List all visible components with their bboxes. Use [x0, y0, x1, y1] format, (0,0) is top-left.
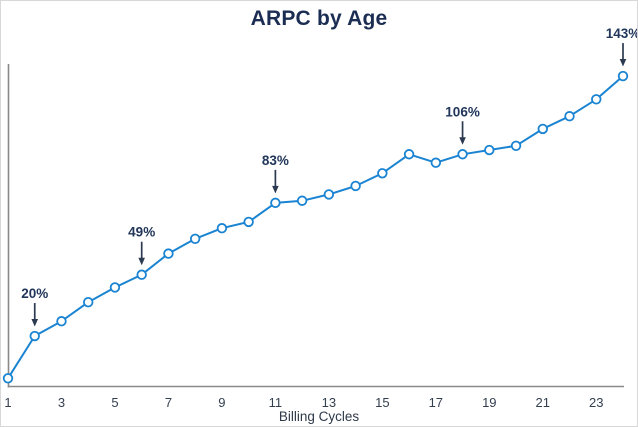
x-tick-label: 17 [429, 395, 443, 410]
data-point-marker [564, 111, 575, 122]
annotation-arrowhead [459, 137, 466, 145]
annotation-arrowhead [272, 185, 279, 194]
x-tick-label: 1 [4, 395, 11, 410]
data-point-marker [83, 297, 94, 308]
data-point-marker [457, 149, 468, 160]
x-tick-label: 11 [269, 395, 283, 410]
annotation-arrowhead [31, 319, 39, 327]
data-point-marker [2, 373, 14, 384]
data-point-marker [189, 233, 201, 245]
data-point-marker [270, 197, 281, 209]
data-point-marker [136, 269, 147, 280]
x-axis-title: Billing Cycles [278, 409, 360, 424]
data-point-marker [296, 195, 308, 206]
x-tick-label: 9 [218, 395, 225, 410]
data-point-marker [537, 123, 548, 135]
data-point-marker [56, 316, 67, 327]
data-point-marker [484, 144, 495, 156]
data-point-marker [109, 282, 121, 293]
annotation-arrowhead [138, 257, 145, 266]
x-tick-label: 23 [589, 395, 603, 410]
x-tick-label: 5 [111, 395, 118, 410]
data-point-marker [617, 70, 629, 82]
x-tick-label: 7 [165, 395, 172, 410]
data-point-marker [163, 248, 174, 259]
x-tick-label: 15 [375, 395, 389, 410]
x-tick-label: 19 [482, 395, 496, 410]
x-tick-label: 13 [322, 395, 336, 410]
annotation-label: 143% [606, 26, 638, 41]
data-point-marker [377, 168, 388, 179]
annotation-label: 20% [21, 286, 48, 301]
data-point-marker [216, 223, 228, 234]
data-point-marker [350, 180, 361, 192]
x-tick-label: 3 [58, 395, 65, 410]
x-tick-label: 21 [536, 395, 550, 410]
annotation-label: 49% [128, 225, 155, 240]
data-point-marker [29, 330, 40, 342]
annotation-label: 106% [445, 104, 480, 119]
data-point-marker [243, 216, 254, 228]
data-point-marker [430, 157, 442, 168]
annotation-arrowhead [619, 59, 627, 67]
annotation-label: 83% [262, 153, 289, 168]
data-point-marker [323, 189, 335, 200]
data-point-marker [510, 140, 522, 152]
data-point-marker [591, 94, 602, 105]
data-point-marker [403, 149, 415, 160]
series-line [7, 75, 624, 380]
chart-title: ARPC by Age [250, 7, 388, 30]
